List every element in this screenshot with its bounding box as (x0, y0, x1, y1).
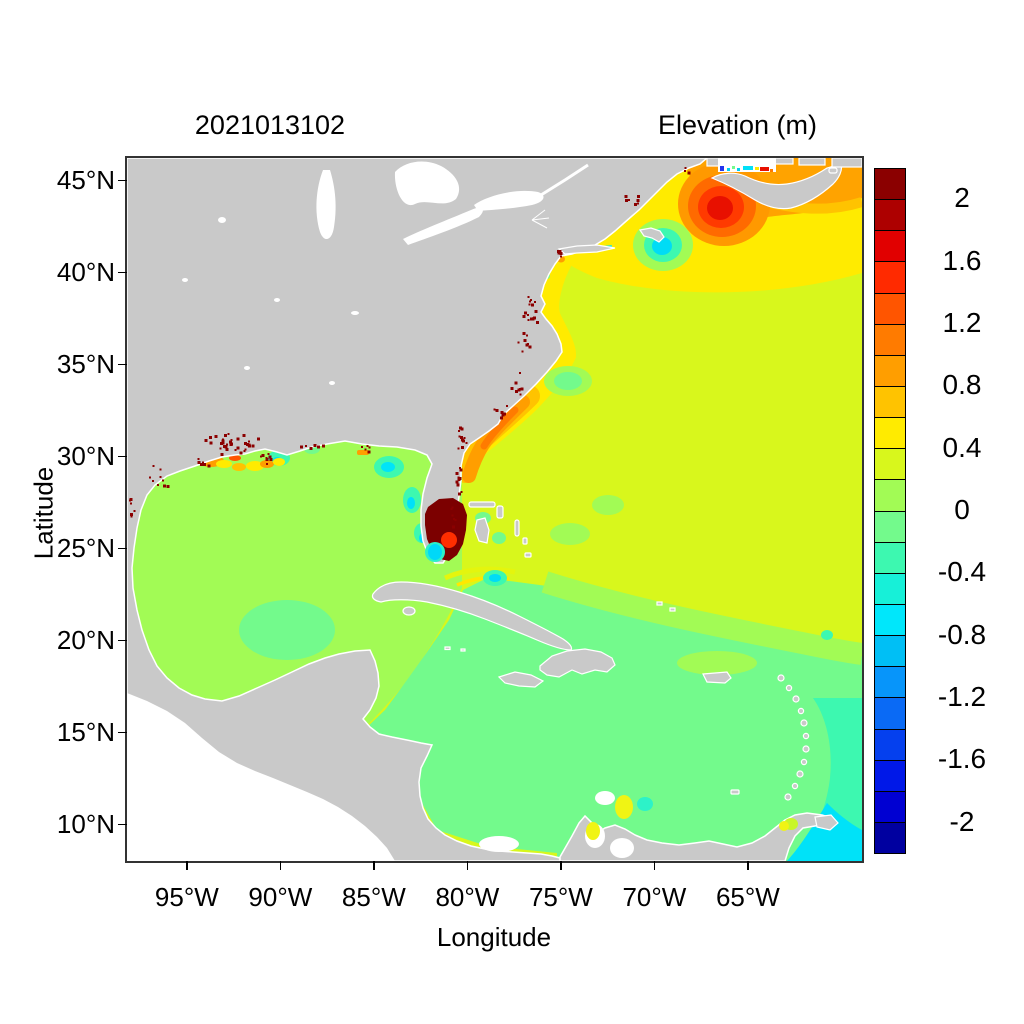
cape-cod (638, 227, 665, 243)
x-tick-label: 95°W (154, 882, 219, 912)
colorbar-cell (875, 603, 905, 636)
colorbar-cell (875, 759, 905, 791)
colorbar-cell (875, 261, 905, 293)
colorbar-tick-label: 1.2 (942, 306, 982, 338)
colorbar-cell (875, 541, 905, 573)
colorbar-cell (875, 510, 905, 542)
colorbar-cell (875, 354, 905, 386)
colorbar-tick-label: -1.6 (937, 743, 987, 775)
y-tick-label: 15°N (56, 717, 115, 748)
y-tick-label: 10°N (56, 809, 115, 840)
y-tick-label: 40°N (56, 257, 115, 288)
y-tick-mark (118, 639, 127, 642)
x-tick-label: 85°W (341, 882, 406, 912)
y-tick-label: 20°N (56, 625, 115, 656)
x-tick-mark (653, 861, 656, 870)
margarita (730, 789, 740, 795)
land-islands (371, 158, 862, 801)
colorbar-cell (875, 385, 905, 418)
colorbar-cell (875, 169, 905, 200)
colorbar-cell (875, 448, 905, 480)
y-tick-mark (118, 179, 127, 182)
eleuthera (514, 519, 520, 537)
x-tick-label: 65°W (715, 882, 780, 912)
colorbar-cell (875, 199, 905, 231)
x-tick-label: 70°W (622, 882, 687, 912)
x-tick-mark (747, 861, 749, 870)
abaco (496, 505, 504, 519)
colorbar-cell (875, 790, 905, 822)
colorbar-tick-label: -2 (949, 805, 975, 837)
x-tick-mark (279, 861, 282, 870)
colorbar-cell (875, 479, 905, 511)
colorbar-cell (875, 417, 905, 449)
colorbar-cell (875, 572, 905, 604)
cayman (444, 646, 451, 651)
colorbar-tick-label: 2 (954, 182, 970, 214)
cape-cod-eddy (633, 219, 693, 271)
y-tick-mark (118, 363, 127, 366)
y-tick-label: 45°N (56, 165, 115, 196)
x-tick-mark (560, 861, 562, 870)
x-tick-mark (186, 861, 188, 870)
nova-scotia (710, 163, 843, 210)
elevation-map (127, 158, 862, 861)
x-tick-label: 75°W (528, 882, 593, 912)
x-tick-mark (466, 861, 469, 870)
colorbar-cell (875, 697, 905, 729)
jamaica (497, 671, 545, 688)
land-north-america (127, 158, 709, 861)
colorbar-cell (875, 728, 905, 760)
y-tick-mark (118, 455, 127, 458)
antilles-cyan-region (787, 630, 862, 861)
gulf-of-mexico-water (127, 408, 462, 728)
colorbar (874, 168, 906, 854)
atlantic-green-patches (544, 366, 624, 545)
colorbar-cell (875, 323, 905, 355)
south-florida-flood (425, 498, 467, 562)
great-lakes (182, 161, 589, 385)
y-tick-mark (118, 271, 127, 274)
trinidad (814, 814, 839, 831)
long-island (557, 244, 616, 255)
colorbar-tick-label: -0.4 (937, 556, 987, 588)
y-tick-mark (118, 823, 127, 826)
colorbar-cell (875, 666, 905, 698)
colorbar-tick-label: 0.8 (942, 369, 982, 401)
venezuela-coastal-patches (586, 795, 798, 840)
y-tick-mark (118, 731, 127, 734)
x-tick-mark (373, 861, 375, 870)
puerto-rico (702, 671, 732, 684)
flood-speckles (129, 167, 691, 529)
turks (656, 601, 663, 606)
hispaniola (539, 648, 616, 678)
colorbar-cell (875, 230, 905, 262)
y-tick-label: 25°N (56, 533, 115, 564)
plot-date-title: 2021013102 (194, 110, 346, 140)
colorbar-tick-label: -1.2 (937, 681, 987, 713)
colorbar-cell (875, 292, 905, 324)
colorbar-tick-label: 0 (954, 494, 970, 525)
y-tick-mark (118, 547, 127, 550)
grand-bahama (468, 501, 496, 508)
outside-domain-mask (127, 693, 519, 861)
andros (474, 517, 490, 544)
isle-of-youth (402, 606, 416, 616)
x-tick-label: 80°W (435, 882, 500, 912)
x-tick-label: 90°W (248, 882, 313, 912)
colorbar-tick-label: 0.4 (942, 431, 982, 463)
colorbar-cell (875, 821, 905, 854)
colorbar-tick-label: -0.8 (937, 618, 987, 650)
st-lawrence-specks (718, 158, 776, 172)
colorbar-cell (875, 635, 905, 667)
y-tick-label: 35°N (56, 349, 115, 380)
colorbar-tick-label: 1.6 (942, 244, 982, 276)
colorbar-title: Elevation (m) (657, 110, 818, 140)
y-tick-label: 30°N (56, 441, 115, 472)
x-axis-title: Longitude (436, 922, 552, 952)
